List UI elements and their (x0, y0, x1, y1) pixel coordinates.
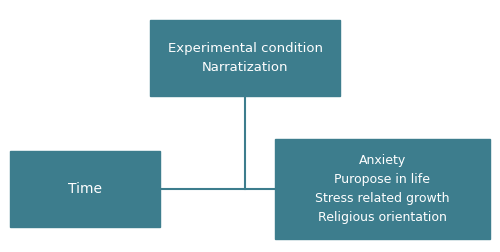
FancyBboxPatch shape (150, 20, 340, 96)
Text: Experimental condition
Narratization: Experimental condition Narratization (168, 42, 322, 74)
FancyBboxPatch shape (10, 151, 160, 227)
Text: Time: Time (68, 182, 102, 196)
FancyBboxPatch shape (275, 139, 490, 239)
Text: Anxiety
Puropose in life
Stress related growth
Religious orientation: Anxiety Puropose in life Stress related … (316, 154, 450, 224)
